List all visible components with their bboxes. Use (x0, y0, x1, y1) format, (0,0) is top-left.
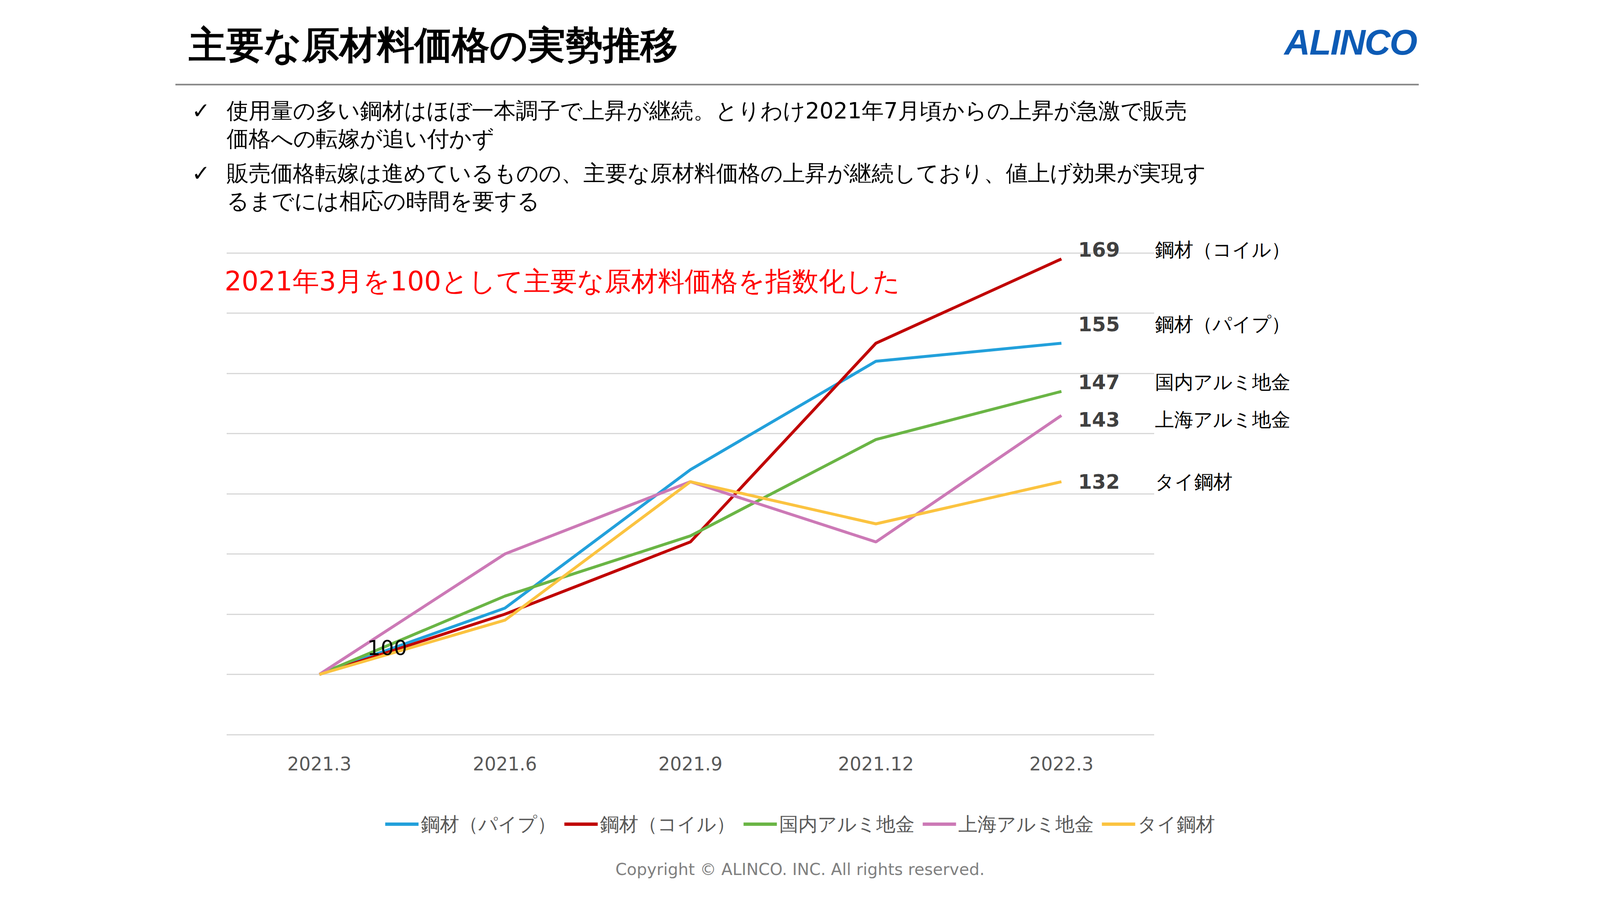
svg-text:鋼材（コイル）: 鋼材（コイル） (600, 812, 736, 836)
svg-text:147: 147 (1077, 370, 1120, 394)
html-text:主要な原材料価格の実勢推移: 主要な原材料価格の実勢推移 (188, 22, 678, 67)
svg-text:国内アルミ地金: 国内アルミ地金 (1155, 370, 1291, 394)
html-text:Copyright © ALINCO. INC. All r: Copyright © ALINCO. INC. All rights rese… (615, 860, 985, 879)
svg-text:132: 132 (1077, 470, 1120, 494)
svg-text:2021.6: 2021.6 (472, 753, 538, 775)
svg-text:2021.12: 2021.12 (837, 753, 914, 775)
svg-text:上海アルミ地金: 上海アルミ地金 (1155, 408, 1291, 431)
svg-text:鋼材（パイプ）: 鋼材（パイプ） (1155, 312, 1291, 336)
html-text:販売価格転嫁は進めているものの、主要な原材料価格の上昇が継続: 販売価格転嫁は進めているものの、主要な原材料価格の上昇が継続しており、値上げ効果… (226, 160, 1206, 186)
svg-text:100: 100 (367, 635, 408, 660)
html-text:2021年3月を100として主要な原材料価格を指数化した: 2021年3月を100として主要な原材料価格を指数化した (224, 265, 901, 297)
svg-text:155: 155 (1077, 312, 1120, 336)
svg-text:169: 169 (1077, 237, 1120, 262)
html-text:価格への転嫁が追い付かず: 価格への転嫁が追い付かず (226, 125, 495, 152)
svg-text:2021.9: 2021.9 (658, 753, 723, 775)
svg-text:鋼材（パイプ）: 鋼材（パイプ） (420, 812, 557, 836)
svg-text:2022.3: 2022.3 (1029, 753, 1094, 775)
html-text:使用量の多い鋼材はほぼ一本調子で上昇が継続。とりわけ2021: 使用量の多い鋼材はほぼ一本調子で上昇が継続。とりわけ2021年7月頃からの上昇が… (226, 97, 1187, 124)
svg-text:国内アルミ地金: 国内アルミ地金 (779, 812, 915, 836)
svg-text:143: 143 (1077, 407, 1120, 432)
html-text:るまでには相応の時間を要する: るまでには相応の時間を要する (226, 188, 540, 214)
svg-text:上海アルミ地金: 上海アルミ地金 (958, 812, 1094, 836)
svg-text:2021.3: 2021.3 (287, 753, 352, 775)
svg-text:タイ鋼材: タイ鋼材 (1155, 470, 1233, 493)
html-text:ALINCO: ALINCO (1284, 22, 1417, 63)
svg-text:鋼材（コイル）: 鋼材（コイル） (1155, 238, 1291, 261)
svg-text:タイ鋼材: タイ鋼材 (1137, 812, 1215, 836)
